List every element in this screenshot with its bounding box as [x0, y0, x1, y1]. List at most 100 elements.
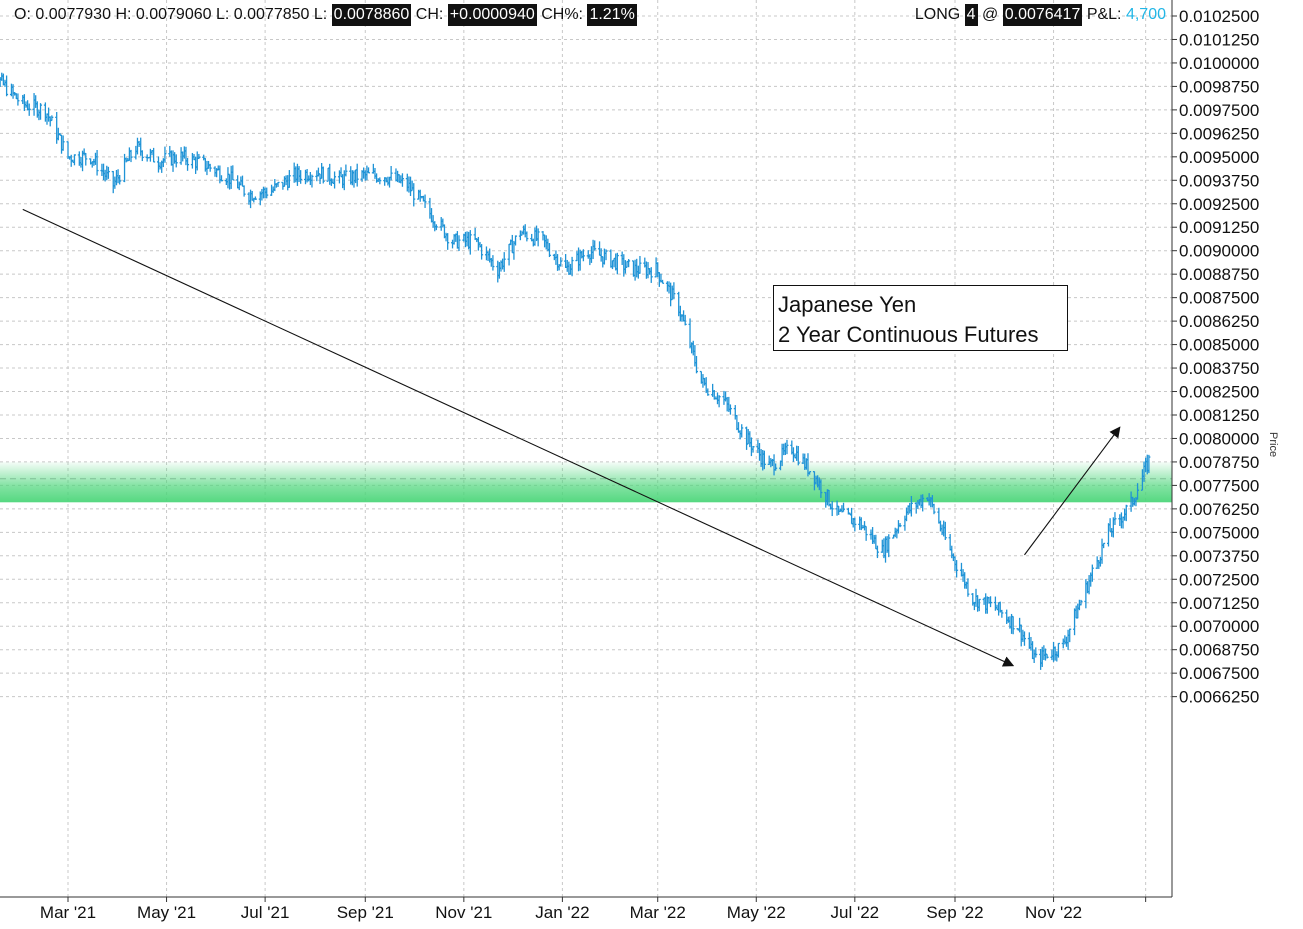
- at-symbol: @: [982, 6, 999, 23]
- ohlc-bar: [106, 166, 110, 179]
- ohlc-bar: [581, 249, 585, 262]
- last-label: L:: [313, 6, 328, 23]
- ohlc-bar: [1079, 599, 1083, 606]
- x-tick-label: Jan '22: [535, 903, 589, 922]
- ohlc-bar: [186, 157, 190, 171]
- x-tick-label: May '21: [137, 903, 196, 922]
- ohlc-bar: [507, 243, 511, 266]
- y-tick-label: 0.0072500: [1179, 570, 1259, 589]
- change-pct-value: 1.21%: [587, 4, 637, 26]
- ohlc-bar: [174, 154, 178, 168]
- price-axis-label: Price: [1267, 432, 1279, 458]
- ohlc-bar: [1011, 615, 1015, 635]
- ohlc-bar: [932, 503, 936, 515]
- ohlc-bar: [389, 166, 393, 181]
- ohlc-bar: [774, 463, 778, 471]
- y-tick-label: 0.0088750: [1179, 265, 1259, 284]
- chart-annotation[interactable]: Japanese Yen 2 Year Continuous Futures: [773, 285, 1068, 351]
- ohlc-bar: [875, 545, 879, 559]
- y-tick-label: 0.0066250: [1179, 688, 1259, 707]
- ohlc-bar: [1045, 653, 1049, 659]
- ohlc-bar: [921, 494, 925, 512]
- x-tick-label: Mar '21: [40, 903, 96, 922]
- y-tick-label: 0.0095000: [1179, 148, 1259, 167]
- time-axis[interactable]: Mar '21 May '21 Jul '21 Sep '21 Nov '21 Jan '…: [40, 897, 1147, 922]
- change-pct-label: CH%:: [541, 6, 583, 23]
- y-tick-label: 0.0093750: [1179, 171, 1259, 190]
- ohlc-bar: [84, 152, 88, 166]
- open-label: O:: [14, 6, 31, 23]
- trendline-downtrend: [22, 208, 1015, 667]
- y-tick-label: 0.0085000: [1179, 336, 1259, 355]
- high-value: 0.0079060: [135, 6, 212, 23]
- ohlc-bar: [1102, 542, 1106, 549]
- y-tick-label: 0.0100000: [1179, 54, 1259, 73]
- ohlc-bar: [728, 404, 732, 415]
- ohlc-bar: [231, 165, 235, 181]
- ohlc-bar: [1034, 647, 1038, 658]
- ohlc-bar: [412, 183, 416, 207]
- ohlc-bar: [72, 154, 76, 166]
- ohlc-bar: [830, 501, 834, 517]
- ohlc-bar: [672, 282, 676, 300]
- ohlc-bar: [977, 598, 981, 612]
- high-label: H:: [115, 6, 132, 23]
- y-tick-label: 0.0083750: [1179, 359, 1259, 378]
- ohlc-bar: [909, 495, 913, 517]
- y-tick-label: 0.0070000: [1179, 617, 1259, 636]
- ohlc-bar: [152, 147, 156, 163]
- ohlc-bar: [242, 185, 246, 197]
- ohlc-bar: [1100, 538, 1104, 564]
- support-band: [0, 462, 1172, 503]
- y-tick-label: 0.0076250: [1179, 500, 1259, 519]
- y-tick-label: 0.0098750: [1179, 77, 1259, 96]
- ohlc-bar: [219, 175, 223, 182]
- y-tick-label: 0.0090000: [1179, 242, 1259, 261]
- change-label: CH:: [415, 6, 444, 23]
- price-axis[interactable]: 0.0102500 0.0101250 0.0100000 0.0098750 0.00…: [1172, 7, 1259, 707]
- ohlc-bar: [547, 243, 551, 258]
- ohlc-bar: [446, 233, 450, 250]
- ohlc-bar: [299, 170, 303, 184]
- y-tick-label: 0.0096250: [1179, 124, 1259, 143]
- ohlc-bar: [140, 150, 144, 162]
- y-tick-label: 0.0068750: [1179, 641, 1259, 660]
- annotation-line-2: 2 Year Continuous Futures: [778, 322, 1039, 347]
- x-tick-label: Jul '22: [831, 903, 880, 922]
- ohlc-bar: [593, 240, 597, 251]
- ohlc-bar: [1124, 504, 1128, 522]
- ohlc-bar: [525, 231, 529, 242]
- ohlc-bar: [536, 228, 540, 247]
- ohlc-bar: [1000, 609, 1004, 618]
- low-value: 0.0077850: [233, 6, 310, 23]
- ohlc-bar: [559, 257, 563, 267]
- open-value: 0.0077930: [35, 6, 111, 23]
- x-tick-label: Jul '21: [241, 903, 290, 922]
- ohlc-bar: [966, 578, 970, 597]
- chart-grid: [0, 0, 1172, 897]
- ohlc-bar: [310, 174, 314, 188]
- ohlc-bar: [706, 388, 710, 396]
- ohlc-bar: [287, 170, 291, 188]
- ohlc-bar: [400, 173, 404, 187]
- y-tick-label: 0.0091250: [1179, 218, 1259, 237]
- ohlc-bar: [627, 259, 631, 268]
- ohlc-bar: [253, 196, 257, 200]
- ohlc-bar: [118, 175, 122, 185]
- ohlc-bar: [61, 135, 65, 151]
- ohlc-bar: [762, 450, 766, 470]
- ohlc-bar: [887, 534, 891, 558]
- y-tick-label: 0.0075000: [1179, 523, 1259, 542]
- ohlc-bar: [615, 252, 619, 275]
- ohlc-bar: [955, 560, 959, 578]
- support-zone: [0, 462, 1172, 503]
- ohlc-bar: [808, 471, 812, 475]
- x-tick-label: Nov '22: [1025, 903, 1082, 922]
- ohlc-bar: [740, 424, 744, 438]
- ohlc-bar: [1056, 642, 1060, 658]
- plot-frame: [0, 0, 1173, 898]
- last-value: 0.0078860: [331, 4, 412, 26]
- ohlc-bar: [95, 150, 99, 176]
- ohlc-bar: [16, 93, 20, 106]
